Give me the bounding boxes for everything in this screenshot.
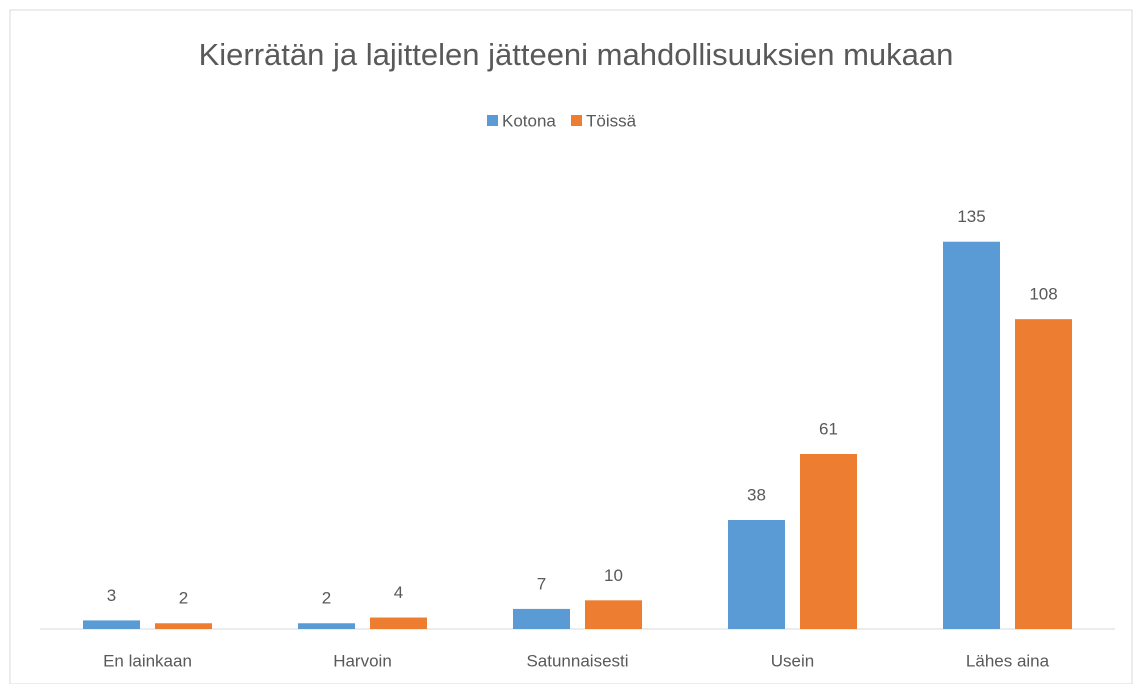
- x-tick-label: Usein: [771, 651, 814, 670]
- data-label: 10: [604, 566, 623, 585]
- data-label: 3: [107, 586, 116, 605]
- bar: [155, 623, 212, 629]
- data-label: 108: [1029, 285, 1057, 304]
- bar: [370, 617, 427, 629]
- legend-swatch: [571, 115, 582, 126]
- chart-title: Kierrätän ja lajittelen jätteeni mahdoll…: [199, 37, 954, 72]
- data-label: 4: [394, 583, 403, 602]
- bar: [1015, 319, 1072, 629]
- data-label: 61: [819, 419, 838, 438]
- legend-label: Kotona: [502, 111, 556, 130]
- bar: [943, 241, 1000, 629]
- x-tick-label: En lainkaan: [103, 651, 192, 670]
- x-tick-label: Satunnaisesti: [526, 651, 628, 670]
- x-tick-label: Lähes aina: [966, 651, 1050, 670]
- legend-label: Töissä: [586, 111, 637, 130]
- bar: [800, 454, 857, 629]
- data-label: 38: [747, 485, 766, 504]
- x-tick-label: Harvoin: [333, 651, 392, 670]
- data-label: 2: [322, 589, 331, 608]
- data-label: 7: [537, 574, 546, 593]
- bar: [728, 519, 785, 629]
- data-label: 2: [179, 589, 188, 608]
- bar: [298, 623, 355, 629]
- legend-swatch: [487, 115, 498, 126]
- bar: [83, 620, 140, 629]
- data-label: 135: [957, 207, 985, 226]
- bar: [585, 600, 642, 629]
- bar: [513, 608, 570, 629]
